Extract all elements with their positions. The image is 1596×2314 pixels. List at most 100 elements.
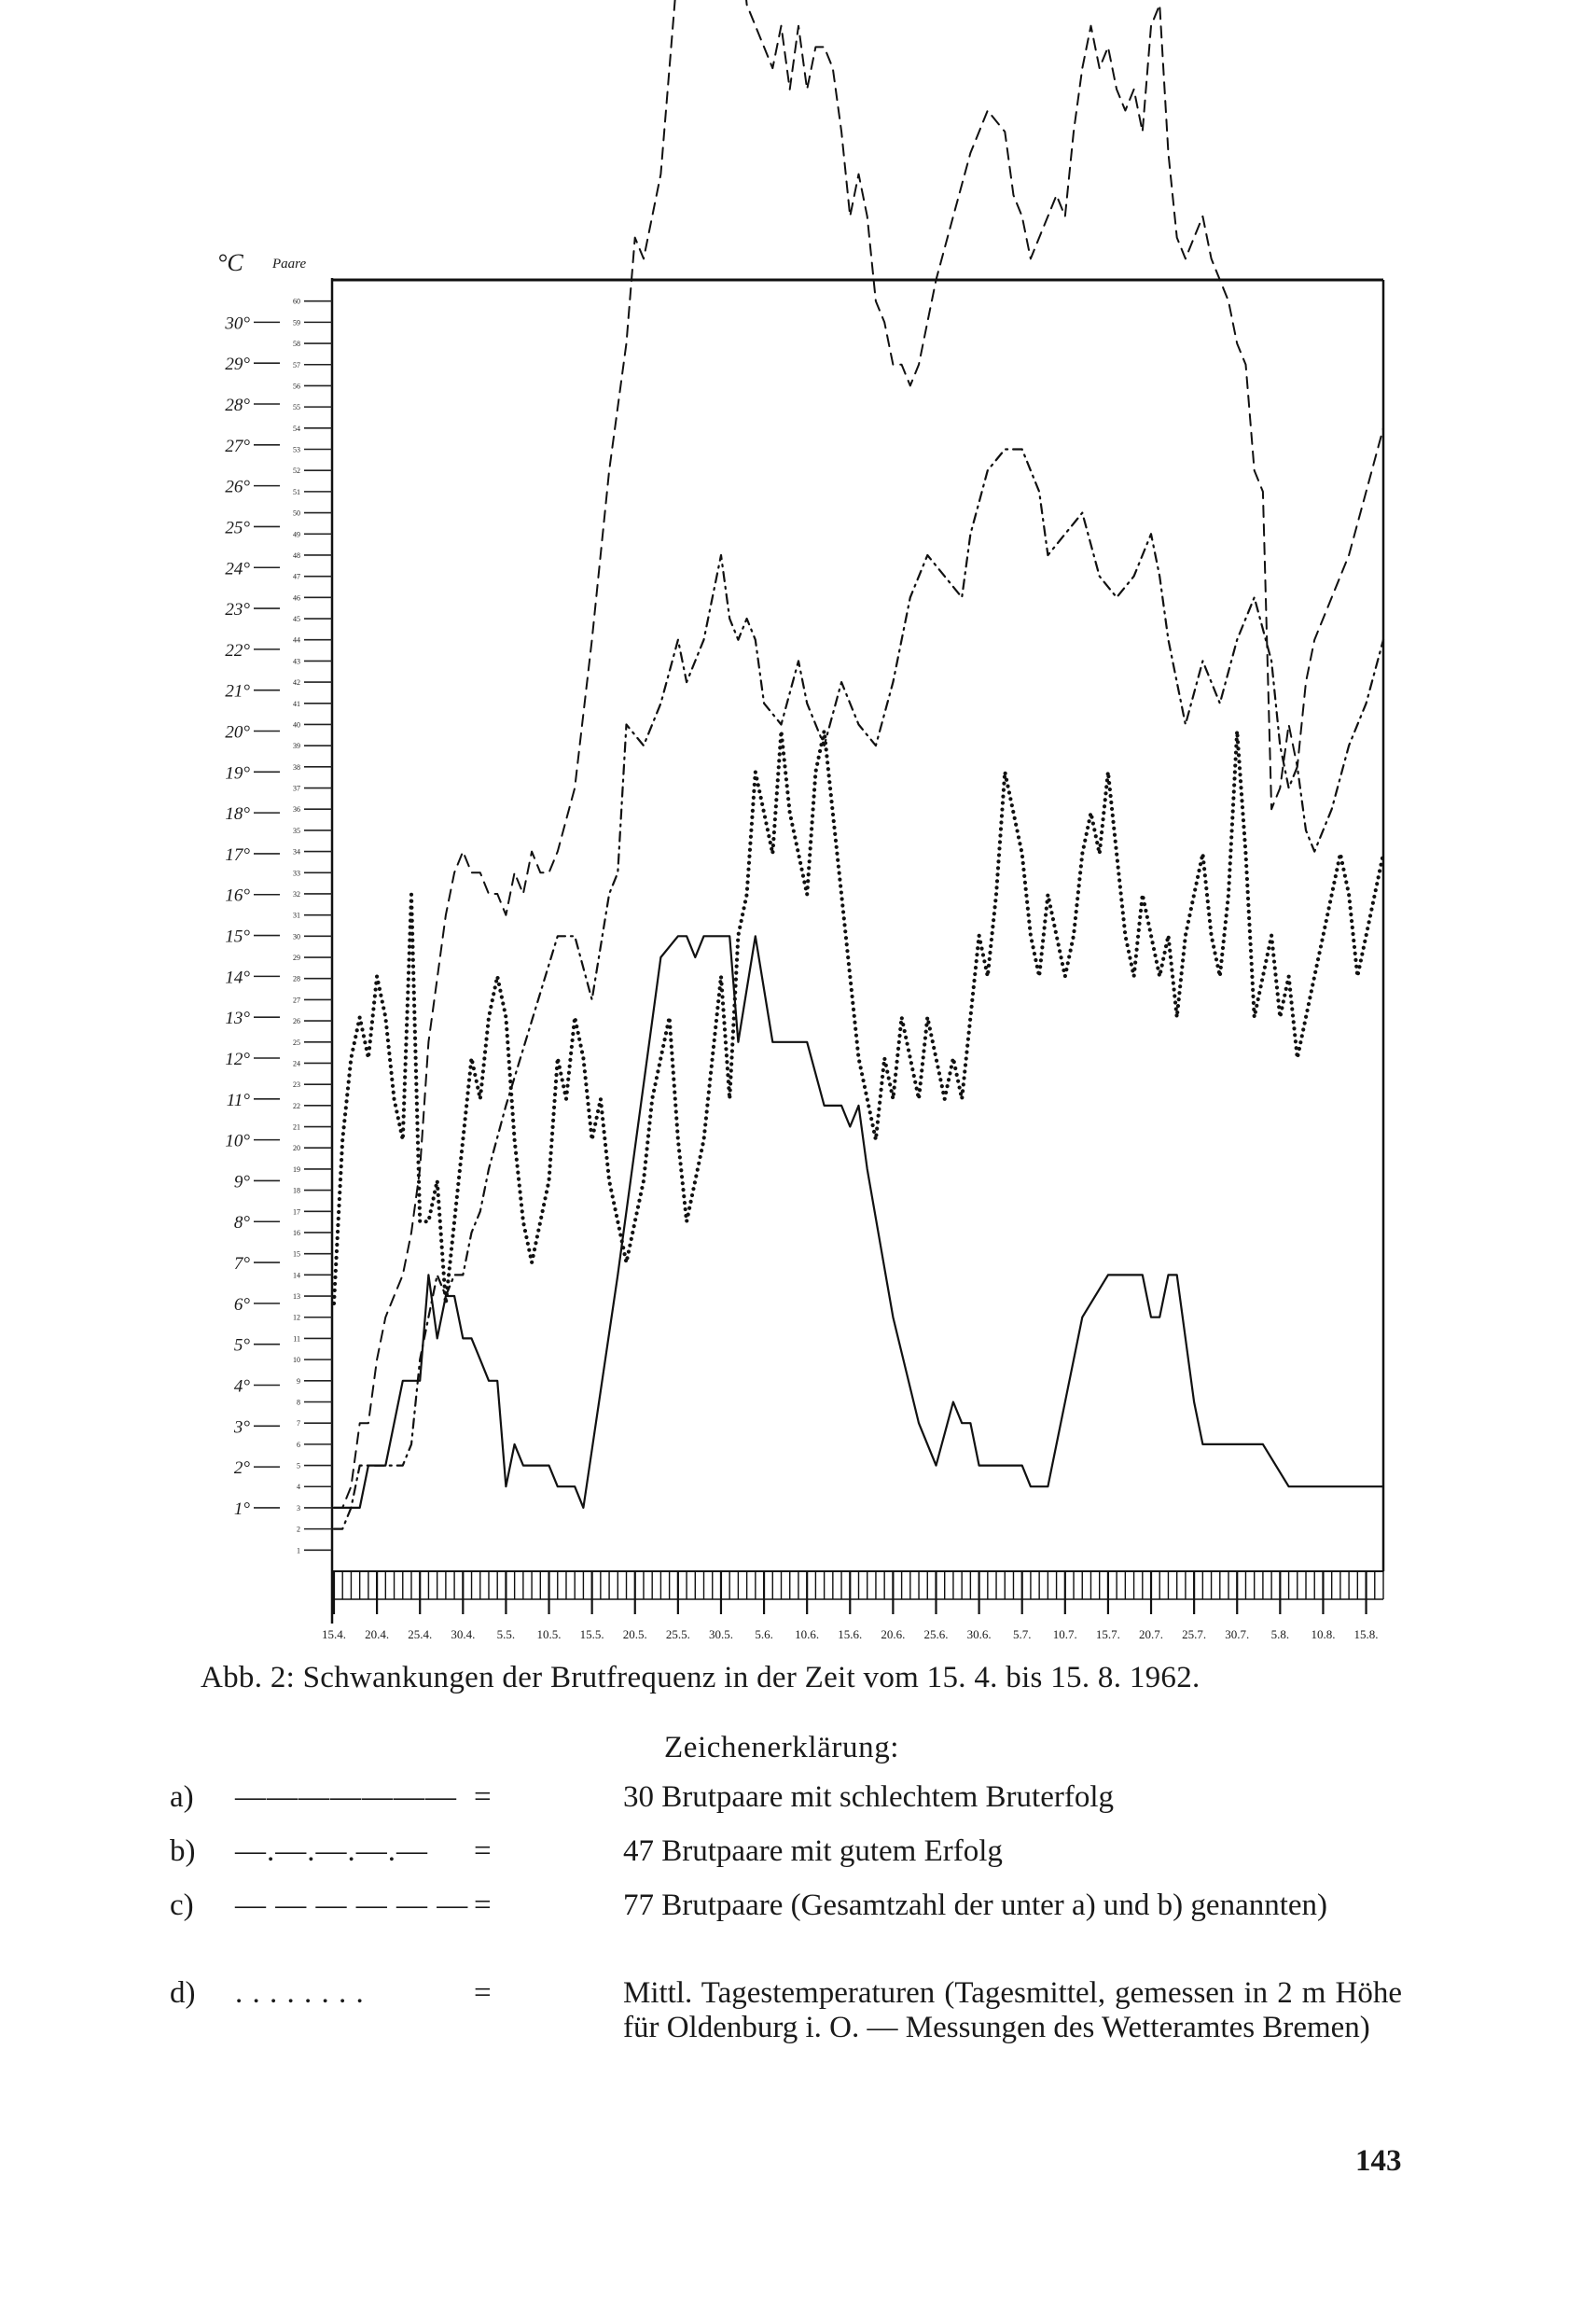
- x-tick-label: 15.5.: [580, 1627, 604, 1641]
- pairs-tick-label: 43: [293, 657, 300, 665]
- chart-tick-labels: 6059585756555453525150494847464544434241…: [217, 249, 1379, 1641]
- chart-axes: [254, 278, 1385, 1624]
- pairs-tick-label: 2: [297, 1526, 300, 1534]
- pairs-tick-label: 35: [293, 827, 300, 835]
- pairs-tick-label: 45: [293, 615, 300, 623]
- legend-equals-d: =: [474, 1976, 492, 2010]
- pairs-tick-label: 48: [293, 551, 300, 560]
- pairs-tick-label: 28: [293, 975, 300, 983]
- pairs-tick-label: 38: [293, 763, 300, 772]
- pairs-tick-label: 36: [293, 805, 300, 814]
- pairs-tick-label: 41: [293, 700, 300, 708]
- x-tick-label: 5.6.: [755, 1627, 773, 1641]
- x-tick-label: 25.5.: [666, 1627, 690, 1641]
- pairs-tick-label: 14: [293, 1271, 300, 1279]
- pairs-tick-label: 50: [293, 509, 300, 518]
- pairs-tick-label: 32: [293, 890, 300, 899]
- pairs-tick-label: 58: [293, 340, 300, 348]
- legend-title: Zeichenerklärung:: [664, 1731, 900, 1764]
- temperature-tick-label: 26°: [225, 478, 250, 497]
- pairs-tick-label: 55: [293, 403, 300, 411]
- x-tick-label: 20.7.: [1139, 1627, 1163, 1641]
- temperature-tick-label: 18°: [225, 804, 250, 824]
- pairs-tick-label: 5: [297, 1462, 300, 1471]
- temperature-tick-label: 2°: [234, 1458, 251, 1478]
- pairs-tick-label: 37: [293, 785, 300, 793]
- temperature-tick-label: 11°: [227, 1091, 251, 1110]
- temperature-tick-label: 9°: [234, 1172, 251, 1192]
- legend-symbol-d: . . . . . . . .: [235, 1976, 365, 2010]
- pairs-tick-label: 56: [293, 382, 300, 390]
- x-tick-label: 25.7.: [1182, 1627, 1206, 1641]
- pairs-tick-label: 8: [297, 1398, 300, 1406]
- pairs-tick-label: 27: [293, 996, 300, 1004]
- temperature-tick-label: 19°: [225, 763, 250, 783]
- pairs-tick-label: 25: [293, 1039, 300, 1047]
- pairs-tick-label: 18: [293, 1187, 300, 1195]
- x-tick-label: 15.8.: [1354, 1627, 1379, 1641]
- temperature-tick-label: 15°: [225, 927, 250, 947]
- pairs-tick-label: 20: [293, 1144, 300, 1152]
- pairs-tick-label: 12: [293, 1314, 300, 1322]
- temperature-tick-label: 29°: [225, 355, 250, 374]
- temperature-tick-label: 20°: [225, 723, 250, 743]
- pairs-tick-label: 47: [293, 573, 300, 581]
- x-tick-label: 30.5.: [709, 1627, 733, 1641]
- temperature-tick-label: 16°: [225, 886, 250, 906]
- temperature-tick-label: 28°: [225, 396, 250, 415]
- pairs-tick-label: 1: [297, 1546, 300, 1554]
- x-tick-label: 10.8.: [1311, 1627, 1335, 1641]
- legend-equals-c: =: [474, 1889, 492, 1922]
- temperature-tick-label: 6°: [234, 1295, 251, 1315]
- pairs-tick-label: 10: [293, 1356, 300, 1364]
- figure-caption: Abb. 2: Schwankungen der Brutfrequenz in…: [201, 1661, 1200, 1694]
- pairs-tick-label: 34: [293, 848, 300, 857]
- temperature-tick-label: 30°: [224, 314, 250, 333]
- pairs-tick-label: 19: [293, 1165, 300, 1174]
- legend-equals-a: =: [474, 1780, 492, 1814]
- pairs-tick-label: 42: [293, 678, 300, 687]
- legend-text-d: Mittl. Tagestemperaturen (Tagesmittel, g…: [623, 1976, 1402, 2044]
- x-tick-label: 15.6.: [838, 1627, 862, 1641]
- temperature-tick-label: 13°: [225, 1009, 250, 1028]
- x-tick-label: 20.6.: [881, 1627, 905, 1641]
- x-tick-label: 30.6.: [967, 1627, 992, 1641]
- x-tick-label: 20.5.: [623, 1627, 647, 1641]
- x-tick-label: 10.6.: [795, 1627, 819, 1641]
- pairs-tick-label: 60: [293, 298, 300, 306]
- page-number: 143: [1355, 2144, 1402, 2178]
- x-tick-label: 25.4.: [408, 1627, 432, 1641]
- x-tick-label: 20.4.: [365, 1627, 389, 1641]
- legend-text-c: 77 Brutpaare (Gesamtzahl der unter a) un…: [623, 1889, 1328, 1922]
- pairs-tick-label: 23: [293, 1080, 300, 1089]
- legend-symbol-b: —.—.—.—.—: [235, 1834, 428, 1868]
- pairs-tick-label: 52: [293, 467, 300, 475]
- x-tick-label: 10.7.: [1053, 1627, 1077, 1641]
- legend-key-b: b): [170, 1834, 196, 1868]
- pairs-tick-label: 13: [293, 1292, 300, 1301]
- pairs-tick-label: 31: [293, 912, 300, 920]
- pairs-tick-label: 40: [293, 720, 300, 729]
- temperature-tick-label: 1°: [234, 1499, 251, 1519]
- temperature-tick-label: 5°: [234, 1336, 251, 1356]
- temperature-axis-label: °C: [217, 249, 243, 276]
- pairs-tick-label: 46: [293, 593, 300, 602]
- pairs-tick-label: 6: [297, 1441, 300, 1449]
- x-tick-label: 25.6.: [923, 1627, 948, 1641]
- pairs-tick-label: 4: [297, 1483, 300, 1491]
- chart-series: [331, 0, 1386, 1530]
- pairs-tick-label: 59: [293, 318, 300, 327]
- x-tick-label: 5.7.: [1013, 1627, 1032, 1641]
- legend-key-c: c): [170, 1889, 194, 1922]
- pairs-tick-label: 7: [297, 1419, 300, 1428]
- pairs-tick-label: 26: [293, 1017, 300, 1025]
- x-tick-label: 15.7.: [1096, 1627, 1120, 1641]
- series-line-d: [331, 729, 1386, 1306]
- temperature-tick-label: 21°: [225, 682, 250, 702]
- pairs-tick-label: 21: [293, 1123, 300, 1132]
- legend-symbol-c: — — — — — —: [235, 1889, 469, 1922]
- legend-symbol-a: ———————: [235, 1780, 457, 1814]
- x-tick-label: 30.4.: [451, 1627, 475, 1641]
- legend-text-a: 30 Brutpaare mit schlechtem Bruterfolg: [623, 1780, 1115, 1814]
- pairs-tick-label: 3: [297, 1504, 300, 1512]
